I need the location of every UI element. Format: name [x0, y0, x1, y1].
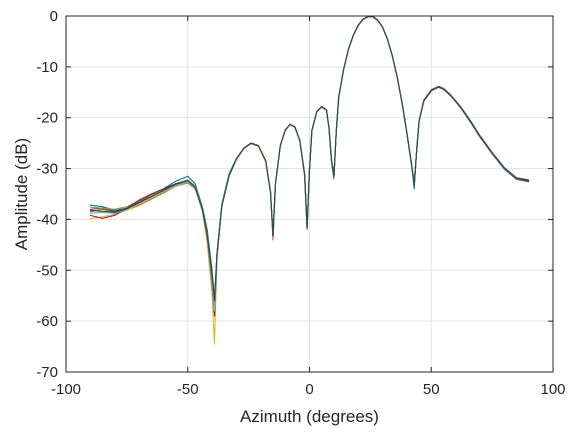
- x-tick-label: 0: [305, 381, 313, 398]
- ticks: -100 -50 0 50 100 0 -10 -20 -30 -40 -50 -60 -70: [36, 8, 565, 398]
- series-group: [89, 15, 530, 345]
- y-tick-label: 0: [50, 8, 58, 25]
- y-tick-label: -20: [36, 110, 58, 127]
- y-tick-label: -70: [36, 364, 58, 381]
- y-tick-label: -10: [36, 59, 58, 76]
- x-axis-label: Azimuth (degrees): [240, 407, 379, 426]
- x-tick-label: 50: [423, 381, 440, 398]
- x-tick-label: -50: [177, 381, 199, 398]
- y-tick-label: -40: [36, 211, 58, 228]
- y-axis-label: Amplitude (dB): [12, 138, 31, 250]
- y-tick-label: -30: [36, 161, 58, 178]
- x-tick-label: -100: [51, 381, 81, 398]
- series-line-8: [89, 15, 530, 302]
- x-tick-label: 100: [540, 381, 565, 398]
- y-tick-label: -50: [36, 262, 58, 279]
- y-tick-label: -60: [36, 313, 58, 330]
